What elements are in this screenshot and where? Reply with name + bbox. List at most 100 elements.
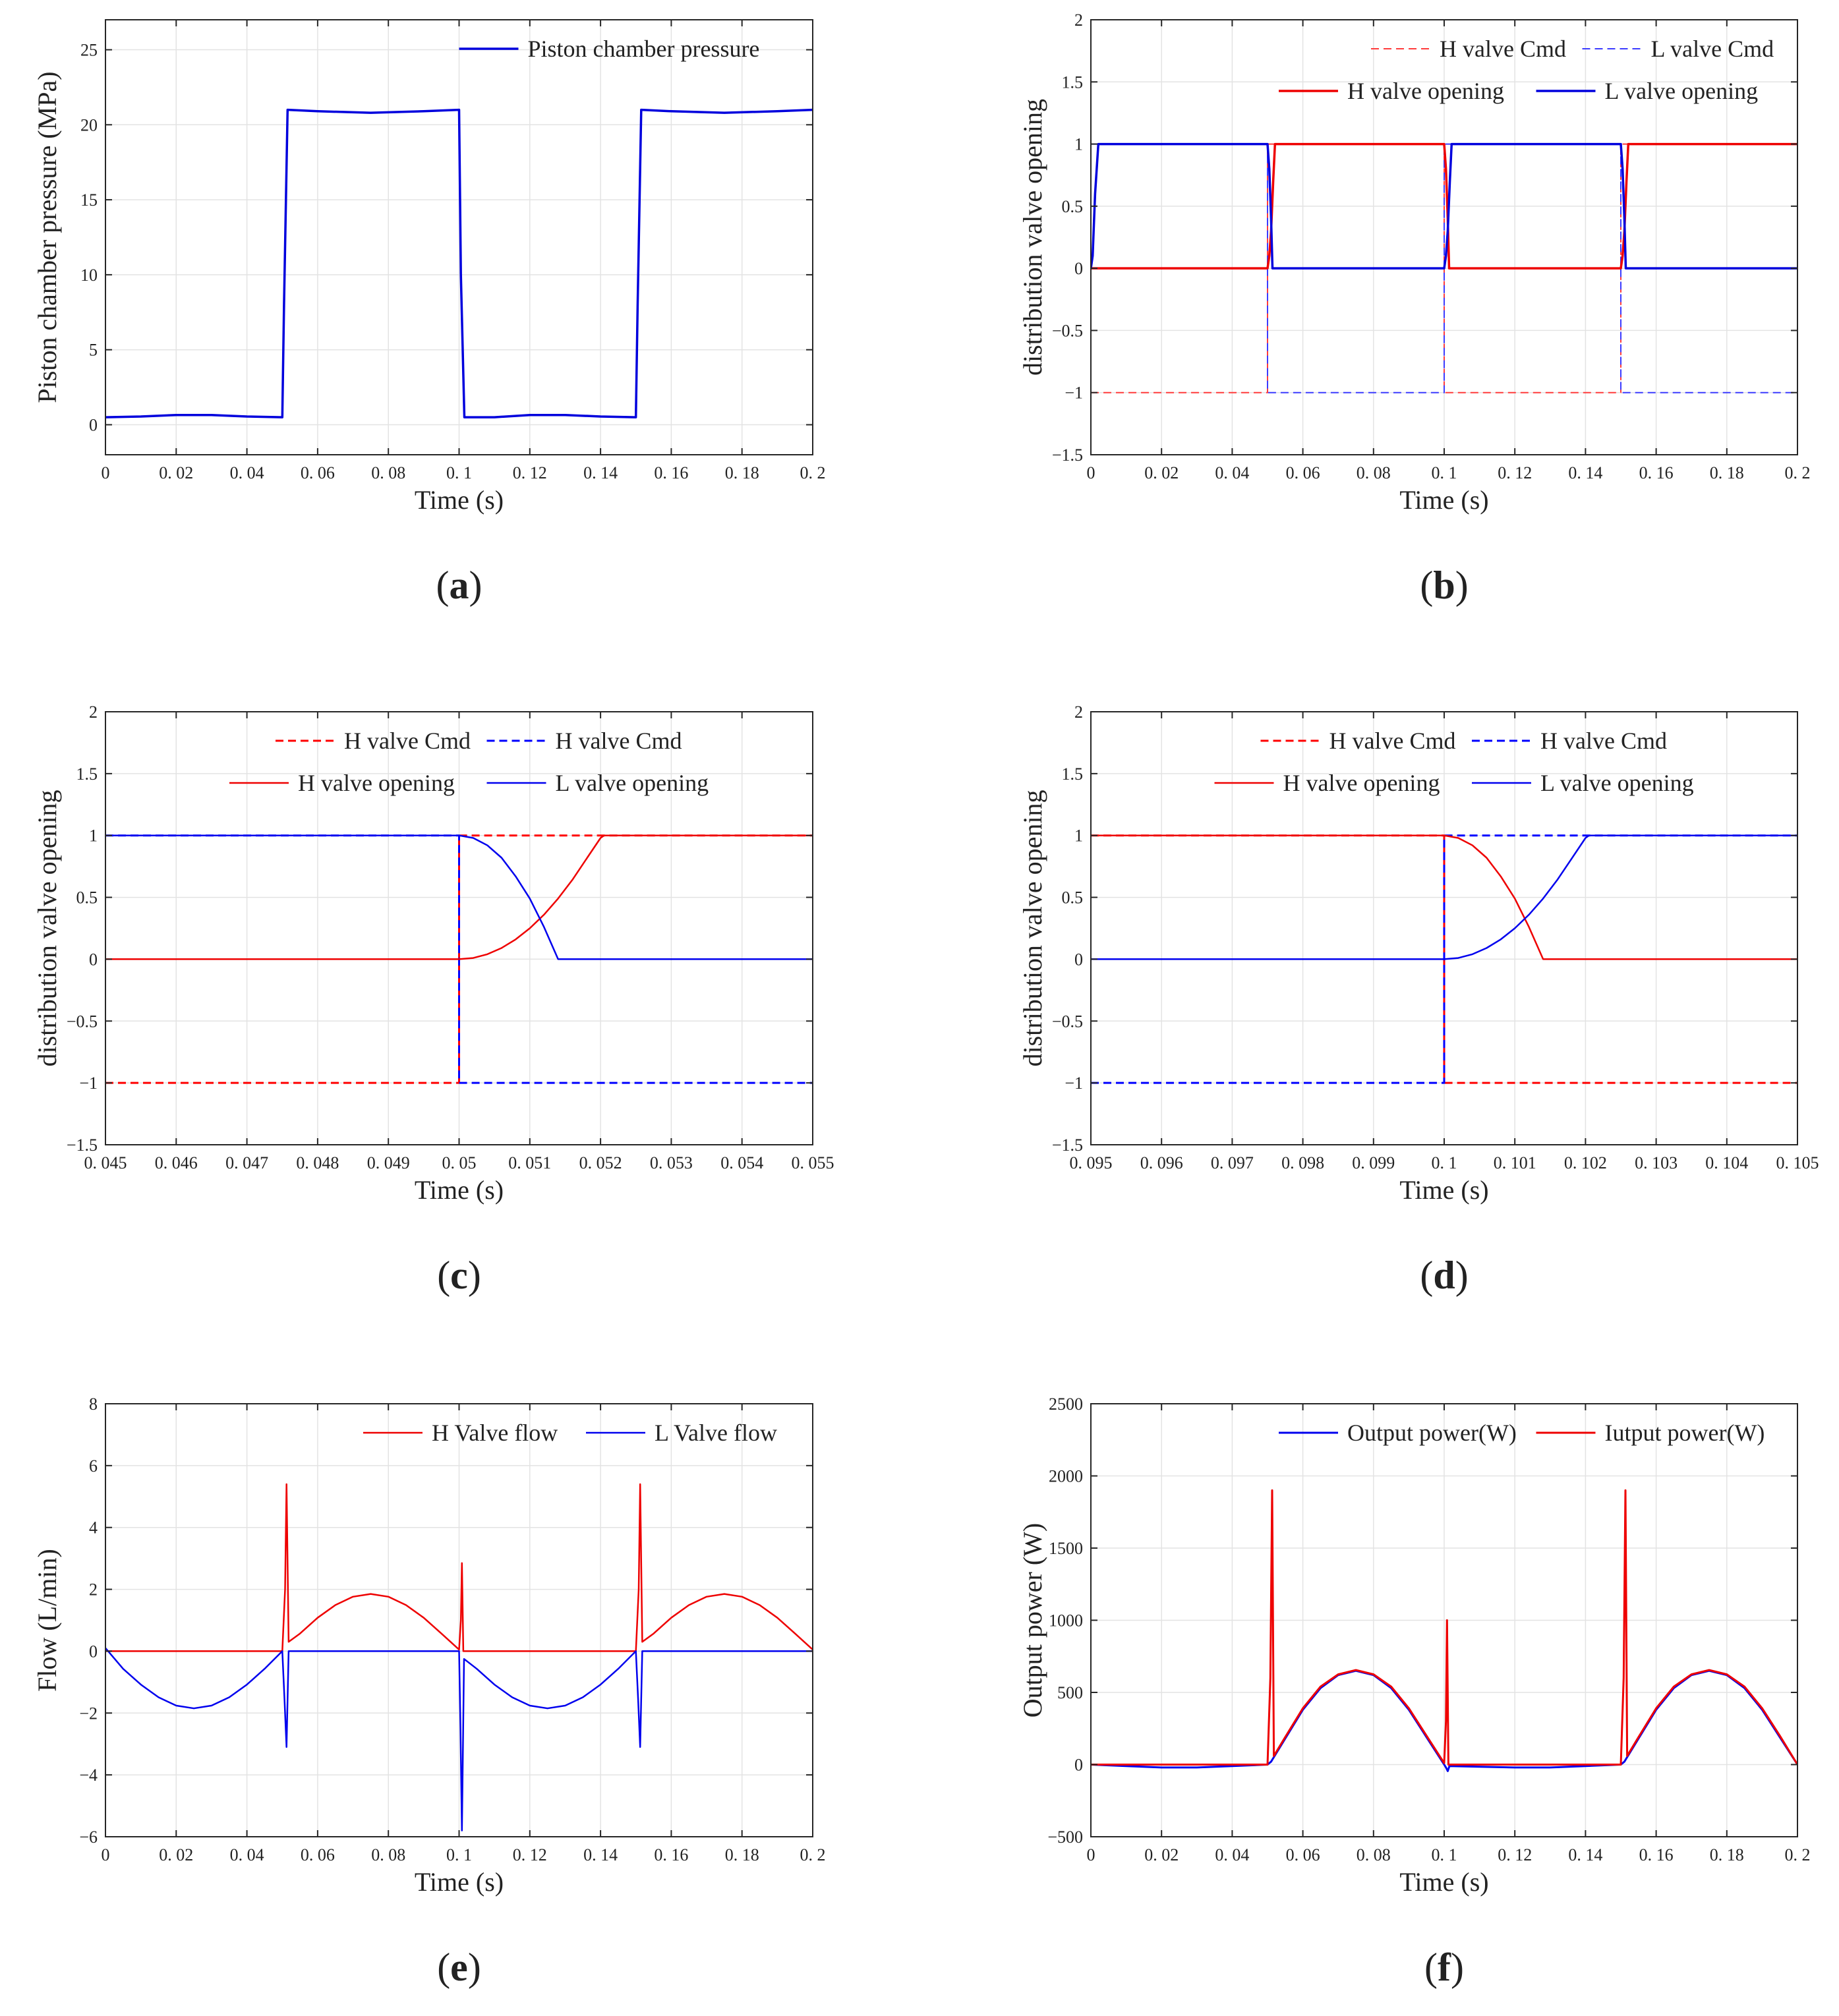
y-tick-label: 20 <box>80 115 98 134</box>
panel-label-close: ) <box>1455 563 1469 607</box>
x-tick-label: 0. 06 <box>1286 1845 1320 1864</box>
y-tick-label: 0 <box>1074 259 1083 278</box>
panel-label-letter: e <box>450 1945 468 1989</box>
chart-panel-f: 0 0. 02 0. 04 0. 06 0. 08 0. 1 0. 12 0. 14 0. 16… <box>1018 1395 1811 1989</box>
x-tick-label: 0. 18 <box>1710 463 1744 482</box>
y-tick-label: 25 <box>80 41 98 60</box>
legend-label: H valve Cmd <box>1540 728 1667 754</box>
panel-label: (e) <box>437 1945 481 1989</box>
y-tick-label: 4 <box>89 1518 98 1538</box>
panel-label-open: ( <box>437 1945 450 1989</box>
chart-panel-e: 0 0. 02 0. 04 0. 06 0. 08 0. 1 0. 12 0. 14 0. 16… <box>32 1395 826 1989</box>
x-tick-label: 0. 04 <box>1215 1845 1249 1864</box>
panel-label-close: ) <box>468 1945 481 1989</box>
x-tick-label: 0. 055 <box>792 1153 834 1172</box>
series-line-3 <box>1091 142 1797 270</box>
series-line-4 <box>105 834 813 960</box>
y-tick-label: 15 <box>80 190 98 210</box>
legend-label: L valve opening <box>1605 78 1759 104</box>
x-tick-label: 0. 046 <box>155 1153 198 1172</box>
y-tick-label: −2 <box>79 1704 98 1723</box>
x-tick-label: 0. 06 <box>301 463 335 482</box>
panel-label-letter: b <box>1433 563 1455 607</box>
x-tick-label: 0. 2 <box>1785 463 1811 482</box>
x-tick-label: 0. 103 <box>1635 1153 1678 1172</box>
x-tick-label: 0. 16 <box>1639 1845 1674 1864</box>
x-tick-label: 0. 18 <box>725 1845 759 1864</box>
y-tick-label: 1 <box>1074 135 1083 154</box>
x-tick-label: 0. 098 <box>1281 1153 1324 1172</box>
series-line-3 <box>1091 834 1797 960</box>
x-axis-label: Time (s) <box>1399 1867 1488 1897</box>
y-tick-label: 2 <box>1074 703 1083 722</box>
x-tick-label: 0. 105 <box>1776 1153 1819 1172</box>
y-tick-label: −1.5 <box>1052 1136 1083 1155</box>
x-tick-label: 0. 18 <box>1710 1845 1744 1864</box>
x-tick-label: 0. 1 <box>446 1845 472 1864</box>
panel-label: (f) <box>1424 1945 1464 1989</box>
legend-label: H valve Cmd <box>1329 728 1456 754</box>
x-tick-label: 0. 104 <box>1705 1153 1748 1172</box>
x-axis-label: Time (s) <box>1399 1175 1488 1205</box>
y-tick-label: 0 <box>1074 1756 1083 1775</box>
y-axis-label: distribution valve opening <box>1018 99 1047 376</box>
x-tick-label: 0 <box>1087 463 1095 482</box>
y-tick-label: 0 <box>1074 950 1083 969</box>
y-tick-label: 2000 <box>1049 1467 1083 1486</box>
legend-label: H valve opening <box>1347 78 1504 104</box>
series-line-4 <box>1091 142 1797 270</box>
chart-panel-b: 0 0. 02 0. 04 0. 06 0. 08 0. 1 0. 12 0. 14 0. 16… <box>1018 11 1811 607</box>
x-tick-label: 0. 16 <box>654 1845 688 1864</box>
x-axis-label: Time (s) <box>415 1867 504 1897</box>
x-tick-label: 0. 102 <box>1564 1153 1607 1172</box>
legend-label: L valve Cmd <box>1651 36 1774 62</box>
y-tick-label: −1.5 <box>67 1136 98 1155</box>
y-tick-label: 1.5 <box>76 764 98 784</box>
series-line-1 <box>105 108 813 418</box>
y-tick-label: 1.5 <box>1062 764 1084 784</box>
y-tick-label: −1 <box>79 1074 98 1093</box>
x-tick-label: 0. 16 <box>654 463 688 482</box>
panel-label-close: ) <box>469 563 482 607</box>
y-axis-label: Flow (L/min) <box>32 1549 62 1692</box>
y-axis-label: Output power (W) <box>1018 1523 1047 1717</box>
x-tick-label: 0. 2 <box>800 463 826 482</box>
x-tick-label: 0. 02 <box>159 1845 193 1864</box>
y-tick-label: 5 <box>89 341 98 360</box>
x-tick-label: 0. 06 <box>301 1845 335 1864</box>
legend-label: H valve Cmd <box>556 728 682 754</box>
x-axis-label: Time (s) <box>1399 485 1488 515</box>
x-tick-label: 0. 12 <box>1498 1845 1532 1864</box>
x-tick-label: 0. 04 <box>230 463 264 482</box>
panel-label-open: ( <box>436 563 450 607</box>
x-tick-label: 0. 16 <box>1639 463 1674 482</box>
x-tick-label: 0. 08 <box>1357 1845 1391 1864</box>
chart-panel-d: 0. 095 0. 096 0. 097 0. 098 0. 099 0. 1 0. 101… <box>1018 703 1819 1297</box>
series-line-2 <box>105 1647 813 1831</box>
y-axis-label: distribution valve opening <box>32 790 62 1067</box>
x-tick-label: 0. 04 <box>1215 463 1249 482</box>
panel-label-open: ( <box>1420 563 1433 607</box>
series-line-2 <box>1091 143 1797 393</box>
y-tick-label: 1 <box>89 826 98 846</box>
y-tick-label: 2 <box>1074 11 1083 30</box>
legend-label: H valve Cmd <box>1440 36 1566 62</box>
y-tick-label: −0.5 <box>67 1012 98 1031</box>
x-tick-label: 0. 18 <box>725 463 759 482</box>
panel-label-open: ( <box>1424 1945 1438 1989</box>
chart-panel-c: 0. 045 0. 046 0. 047 0. 048 0. 049 0. 05 0. 05… <box>32 703 834 1297</box>
panel-label-open: ( <box>437 1253 450 1297</box>
series-line-4 <box>1091 834 1797 960</box>
x-tick-label: 0. 048 <box>296 1153 339 1172</box>
x-tick-label: 0. 051 <box>508 1153 551 1172</box>
panel-label-letter: d <box>1433 1253 1455 1297</box>
y-axis-label: distribution valve opening <box>1018 790 1047 1067</box>
y-tick-label: −6 <box>79 1828 98 1847</box>
y-tick-label: 2500 <box>1049 1395 1083 1414</box>
x-tick-label: 0. 14 <box>583 1845 618 1864</box>
y-tick-label: −1.5 <box>1052 446 1083 465</box>
y-tick-label: −0.5 <box>1052 321 1083 340</box>
x-tick-label: 0. 06 <box>1286 463 1320 482</box>
legend-label: H valve opening <box>1283 770 1440 796</box>
